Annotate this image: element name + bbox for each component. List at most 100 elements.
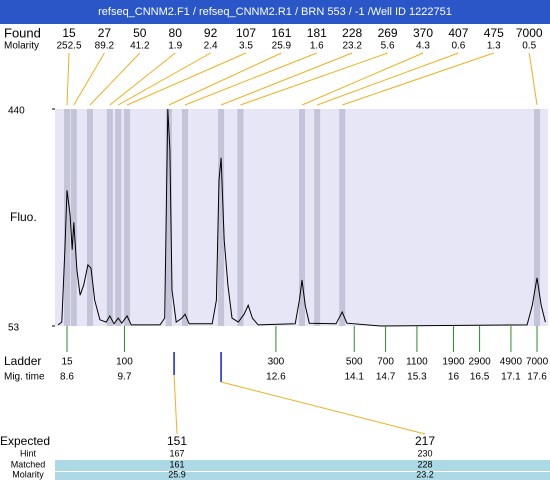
- peak-size: 161: [271, 26, 291, 40]
- peak-molarity: 41.2: [130, 41, 150, 52]
- ladder-size: 7000: [526, 357, 549, 368]
- peak-molarity: 252.5: [56, 41, 81, 52]
- ladder-size: 500: [346, 357, 363, 368]
- y-axis-label: Fluo.: [10, 210, 37, 224]
- peak-connector: [342, 52, 494, 106]
- peak-size: 80: [169, 26, 183, 40]
- peak-band: [237, 109, 244, 326]
- ladder-mig-time: 14.7: [376, 372, 396, 383]
- expected-matched: 161: [169, 459, 184, 469]
- expected-size: 217: [415, 434, 435, 448]
- peak-size: 269: [378, 26, 398, 40]
- ladder-label: Ladder: [4, 354, 41, 368]
- peak-size: 370: [413, 26, 433, 40]
- peak-size: 181: [307, 26, 327, 40]
- peak-molarity: 5.6: [381, 41, 395, 52]
- peak-connector: [184, 52, 317, 106]
- expected-hint: 230: [417, 448, 432, 458]
- ladder-mig-time: 8.6: [60, 372, 74, 383]
- peak-molarity: 0.6: [451, 41, 465, 52]
- peak-band: [86, 109, 93, 326]
- ladder-size: 300: [268, 357, 285, 368]
- peak-band: [339, 109, 346, 326]
- matched-row: [55, 460, 550, 471]
- title-bar: [0, 0, 550, 24]
- expected-hint: 167: [169, 448, 184, 458]
- peak-molarity: 3.5: [239, 41, 253, 52]
- peak-connector: [240, 52, 388, 106]
- peak-band: [299, 109, 306, 326]
- peak-band: [115, 109, 122, 326]
- peak-molarity: 4.3: [416, 41, 430, 52]
- y-tick-label: 440: [8, 106, 25, 117]
- peak-band: [218, 109, 225, 326]
- peak-size: 15: [62, 26, 76, 40]
- peak-molarity: 2.4: [204, 41, 218, 52]
- ladder-mig-time: 14.1: [345, 372, 365, 383]
- mig-time-label: Mig. time: [4, 372, 45, 383]
- matched-label: Matched: [11, 459, 46, 469]
- title: refseq_CNNM2.F1 / refseq_CNNM2.R1 / BRN …: [98, 6, 452, 18]
- molarity-label: Molarity: [4, 41, 39, 52]
- ladder-mig-time: 9.7: [118, 372, 132, 383]
- ladder-mig-time: 16: [448, 372, 460, 383]
- peak-size: 475: [484, 26, 504, 40]
- peak-size: 407: [448, 26, 468, 40]
- expected-connector: [220, 381, 426, 435]
- peak-connector: [301, 52, 424, 106]
- peak-connector: [89, 52, 141, 106]
- peak-connector: [220, 52, 353, 106]
- peak-band: [314, 109, 321, 326]
- expected-label: Expected: [0, 434, 50, 448]
- ladder-size: 15: [61, 357, 73, 368]
- peak-connector: [316, 52, 459, 106]
- peak-molarity: 23.2: [342, 41, 362, 52]
- peak-size: 50: [133, 26, 147, 40]
- peak-connector: [66, 52, 70, 106]
- peak-molarity: 1.9: [168, 41, 182, 52]
- peak-size: 7000: [516, 26, 543, 40]
- peak-connector: [126, 52, 247, 106]
- peak-molarity: 1.3: [487, 41, 501, 52]
- expected-matched: 228: [417, 459, 432, 469]
- expected-molarity-label: Molarity: [12, 469, 44, 479]
- hint-label: Hint: [20, 448, 37, 458]
- peak-size: 107: [236, 26, 256, 40]
- ladder-size: 100: [116, 357, 133, 368]
- found-label: Found: [4, 25, 41, 40]
- peak-connector: [73, 52, 105, 106]
- peak-connector: [168, 52, 282, 106]
- expected-molarity: 25.9: [168, 469, 186, 479]
- ladder-mig-time: 17.1: [501, 372, 521, 383]
- expected-connector: [173, 374, 178, 435]
- ladder-mig-time: 17.6: [527, 372, 547, 383]
- ladder-mig-time: 16.5: [470, 372, 490, 383]
- expected-size: 151: [167, 434, 187, 448]
- peak-molarity: 25.9: [272, 41, 292, 52]
- molarity-row: [55, 472, 550, 480]
- expected-molarity: 23.2: [416, 469, 434, 479]
- peak-band: [182, 109, 189, 326]
- ladder-mig-time: 12.6: [266, 372, 286, 383]
- peak-molarity: 89.2: [95, 41, 115, 52]
- ladder-size: 2900: [468, 357, 491, 368]
- ladder-mig-time: 15.3: [407, 372, 427, 383]
- peak-band: [165, 109, 172, 326]
- y-tick-label: 53: [8, 323, 20, 334]
- peak-size: 92: [204, 26, 218, 40]
- peak-molarity: 1.6: [310, 41, 324, 52]
- peak-band: [70, 109, 77, 326]
- ladder-size: 1900: [442, 357, 465, 368]
- peak-connector: [117, 52, 211, 106]
- peak-band: [106, 109, 113, 326]
- ladder-size: 1100: [406, 357, 428, 368]
- ladder-size: 4900: [500, 357, 523, 368]
- peak-connector: [109, 52, 176, 106]
- peak-connector: [528, 52, 538, 106]
- trace: [57, 108, 546, 327]
- peak-size: 27: [98, 26, 112, 40]
- peak-molarity: 0.5: [522, 41, 536, 52]
- ladder-size: 700: [377, 357, 394, 368]
- peak-size: 228: [342, 26, 362, 40]
